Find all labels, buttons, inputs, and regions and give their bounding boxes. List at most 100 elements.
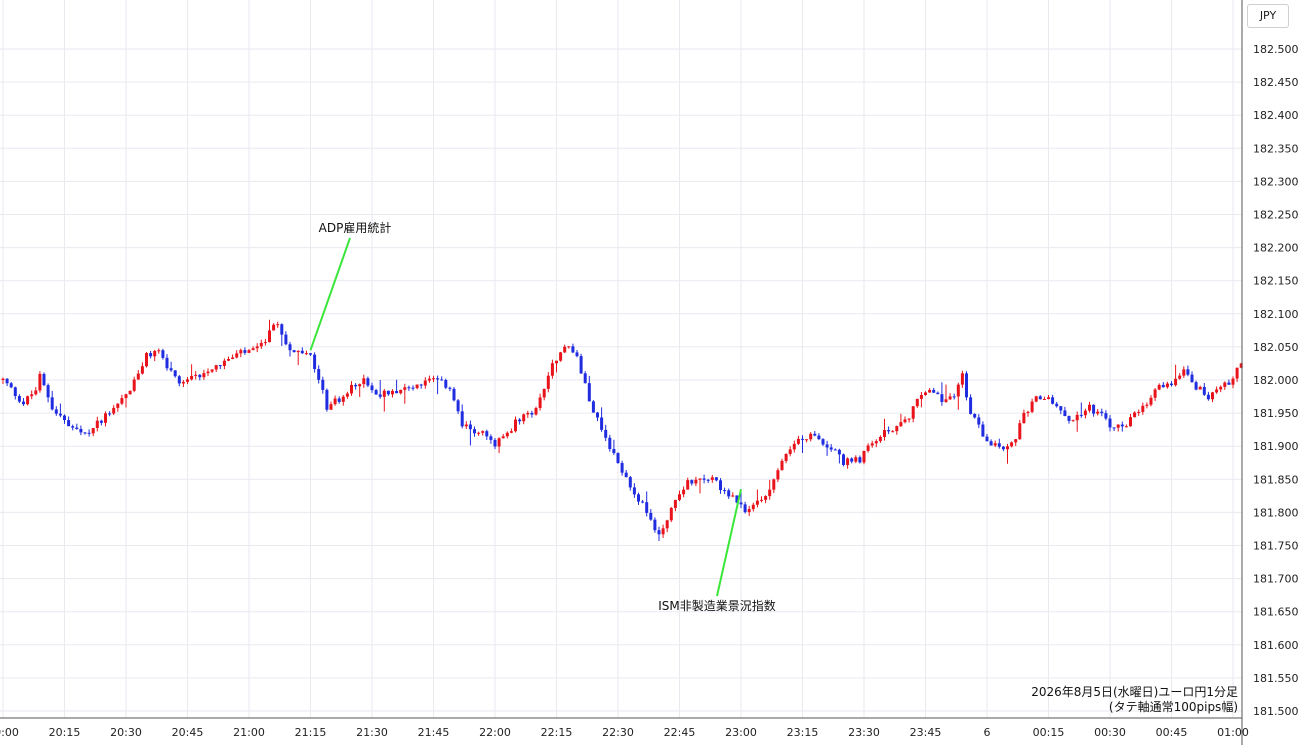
candle-body [22,401,25,405]
candle-body [370,385,374,391]
candle-body [862,450,866,463]
candle-body [829,447,833,450]
candle-body [1174,378,1178,386]
candle-body [399,389,403,394]
candle-body [1120,424,1124,427]
candle-body [374,390,378,395]
candle-body [673,499,677,508]
candle-body [337,398,341,402]
candle-body [989,441,993,446]
candle-body [259,342,263,347]
candle-body [243,350,247,353]
candle-body [501,436,505,439]
candle-body [403,387,407,390]
candle-body [669,507,673,521]
currency-label[interactable]: JPY [1247,4,1289,28]
candle-body [751,504,755,510]
candle-body [604,429,608,438]
candle-body [1219,386,1223,390]
candle-body [473,429,476,434]
candle-body [755,500,759,505]
candle-body [1112,427,1116,429]
candle-body [1141,405,1145,412]
candle-body [456,400,460,412]
candle-body [1211,392,1214,400]
candle-body [440,379,444,381]
candle-body [132,379,136,391]
candle-body [116,403,120,408]
candle-body [1088,404,1091,411]
candle-body [526,412,530,415]
candle-body [981,424,985,437]
candle-body [313,354,317,370]
candle-body [587,383,591,402]
candle-body [559,352,563,361]
candle-body [358,384,362,387]
candle-body [899,422,903,427]
candle-body [341,396,345,402]
candle-body [1206,394,1210,400]
candle-body [411,387,415,389]
candle-body [112,407,116,414]
caption-line-1: 2026年8月5日(水曜日)ユーロ円1分足 [1031,685,1238,699]
candle-body [821,439,825,445]
candle-body [928,389,932,393]
candle-body [780,460,784,471]
candle-body [870,443,874,446]
candle-body [280,324,284,335]
candle-body [653,519,657,531]
candle-body [534,408,538,415]
candle-body [973,413,977,418]
candle-body [1075,414,1079,421]
candle-body [546,375,550,389]
candle-body [764,496,768,500]
candle-body [42,373,46,386]
candle-body [698,478,702,480]
candle-body [714,477,718,481]
candle-body [678,494,681,500]
candle-body [530,412,534,415]
caption-line-2: (タテ軸通常100pips幅) [1108,700,1238,714]
candle-body [448,387,452,389]
candle-body [362,378,366,385]
candle-body [26,396,30,405]
candle-body [702,478,706,480]
candle-body [1186,369,1190,375]
candle-body [1034,396,1038,402]
candle-body [153,350,157,357]
candle-body [514,419,517,432]
candle-body [75,427,79,429]
candle-body [378,394,382,397]
candle-body [276,324,280,326]
candle-body [1227,382,1231,385]
candle-body [395,390,399,394]
candle-body [247,350,251,353]
candle-body [1083,410,1087,416]
candle-body [1022,412,1026,424]
candle-body [17,396,21,402]
candle-body [1124,426,1128,428]
candle-body [13,387,17,397]
x-tick-label: 22:45 [664,726,696,739]
candle-body [9,383,13,388]
candle-body [202,373,206,378]
candle-body [477,432,481,434]
candle-body [969,397,973,414]
candle-body [79,428,83,433]
candle-body [309,353,312,355]
candle-body [977,417,981,425]
candle-body [391,390,394,395]
candles-layer [1,319,1243,542]
candle-body [641,501,645,503]
candle-body [50,397,54,410]
candle-body [251,348,255,351]
candle-body [54,409,58,414]
candle-body [952,396,956,398]
candle-body [1116,424,1120,428]
candle-body [858,457,862,463]
candle-body [296,350,300,353]
candle-body [1006,446,1009,450]
candle-body [120,398,124,404]
candle-body [874,441,878,444]
